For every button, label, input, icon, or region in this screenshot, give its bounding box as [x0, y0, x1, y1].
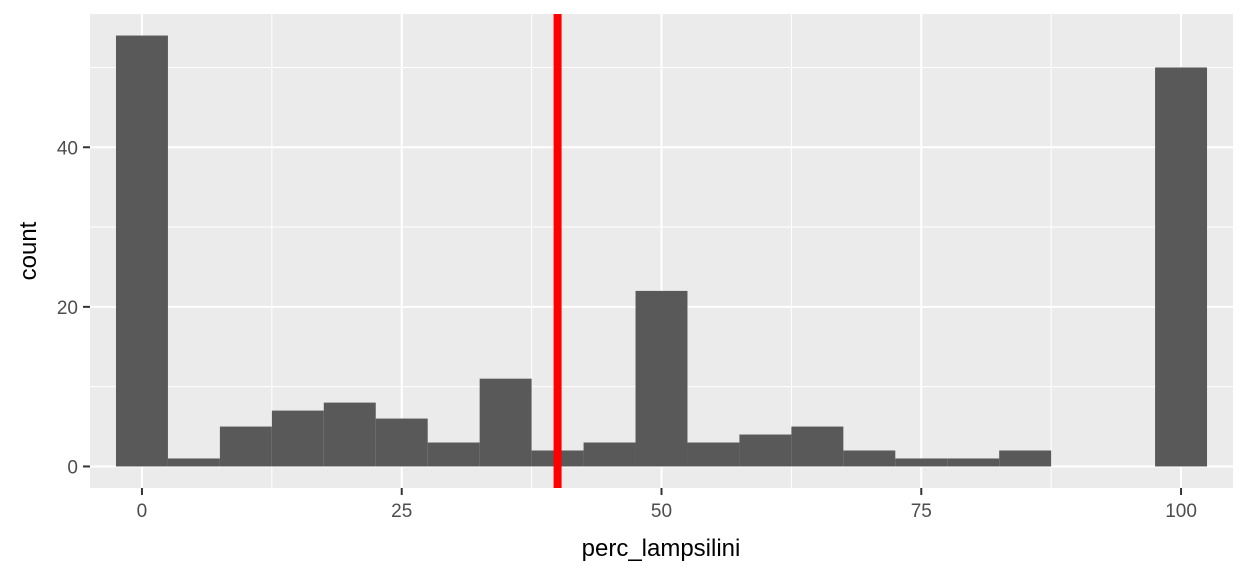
histogram-bar: [791, 426, 844, 467]
y-tick-label: 0: [67, 457, 78, 478]
y-tick-label: 20: [57, 298, 78, 319]
histogram-bar: [375, 418, 428, 467]
histogram-bar: [323, 402, 376, 467]
x-tick-label: 50: [651, 501, 672, 522]
x-tick-label: 100: [1165, 501, 1197, 522]
y-tick-labels: 0 20 40: [57, 138, 78, 478]
histogram-bar: [583, 442, 636, 467]
x-tick-label: 25: [391, 501, 412, 522]
histogram-bar: [1155, 67, 1208, 467]
x-tick-labels: 0 25 50 75 100: [137, 501, 1197, 522]
x-tick-label: 75: [911, 501, 932, 522]
histogram-bars: [115, 35, 1208, 467]
histogram-bar: [167, 458, 220, 467]
histogram-bar: [739, 434, 792, 467]
histogram-bar: [947, 458, 1000, 467]
x-axis-title: perc_lampsilini: [582, 535, 741, 562]
histogram-bar: [271, 410, 324, 467]
histogram-bar: [427, 442, 480, 467]
histogram-bar: [219, 426, 272, 467]
y-axis-title: count: [15, 221, 42, 280]
axis-ticks: [83, 146, 1183, 495]
histogram-bar: [635, 290, 688, 467]
histogram-bar: [895, 458, 948, 467]
histogram-bar: [115, 35, 168, 467]
y-tick-label: 40: [57, 138, 78, 159]
histogram-bar: [843, 450, 896, 467]
x-tick-label: 0: [137, 501, 148, 522]
histogram-bar: [687, 442, 740, 467]
histogram-bar: [999, 450, 1052, 467]
histogram-bar: [479, 378, 532, 467]
